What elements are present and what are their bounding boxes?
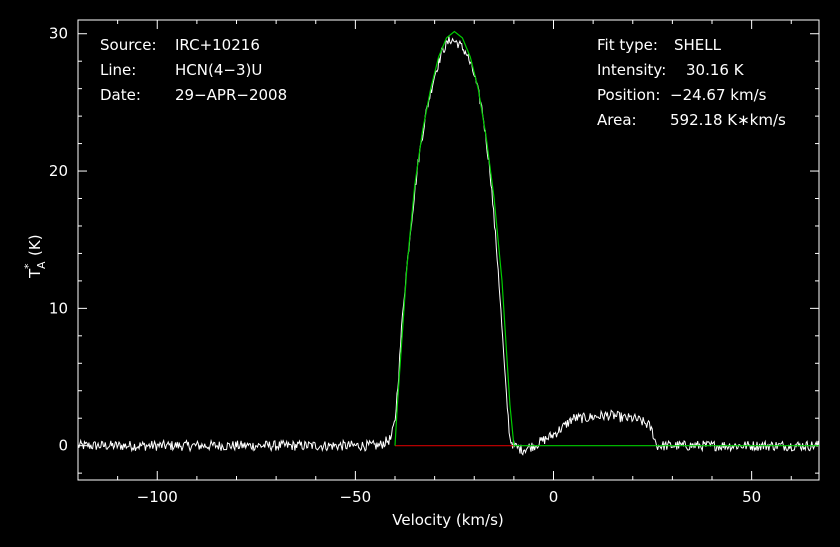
line-value: HCN(4−3)U bbox=[175, 61, 262, 79]
fit-line bbox=[394, 30, 819, 447]
position-value: −24.67 km/s bbox=[670, 86, 767, 104]
x-tick-label: 50 bbox=[742, 488, 761, 506]
y-tick-label: 10 bbox=[49, 299, 68, 317]
area-value: 592.18 K∗km/s bbox=[670, 111, 786, 129]
y-tick-label: 30 bbox=[49, 25, 68, 43]
y-tick-label: 0 bbox=[58, 437, 68, 455]
x-axis-label: Velocity (km/s) bbox=[392, 511, 503, 529]
source-value: IRC+10216 bbox=[175, 36, 260, 54]
x-tick-labels: −100 −50 0 50 bbox=[137, 488, 762, 506]
x-tick-label: −50 bbox=[340, 488, 372, 506]
y-axis-label-sup: * bbox=[22, 263, 35, 269]
y-axis-label-main: T bbox=[26, 268, 44, 279]
plot-frame bbox=[77, 19, 820, 481]
intensity-value: 30.16 K bbox=[686, 61, 745, 79]
date-value: 29−APR−2008 bbox=[175, 86, 287, 104]
x-tick-label: −100 bbox=[137, 488, 178, 506]
position-label: Position: bbox=[597, 86, 660, 104]
source-label: Source: bbox=[100, 36, 157, 54]
x-tick-label: 0 bbox=[549, 488, 559, 506]
y-axis-label-unit: (K) bbox=[26, 234, 44, 256]
y-tick-label: 20 bbox=[49, 162, 68, 180]
series-layer bbox=[77, 30, 820, 456]
axis-ticks bbox=[77, 20, 819, 480]
y-axis-label-sub: A bbox=[35, 261, 48, 269]
fit-type-value: SHELL bbox=[674, 36, 722, 54]
intensity-label: Intensity: bbox=[597, 61, 666, 79]
fit-type-label: Fit type: bbox=[597, 36, 658, 54]
date-label: Date: bbox=[100, 86, 141, 104]
line-label: Line: bbox=[100, 61, 136, 79]
area-label: Area: bbox=[597, 111, 637, 129]
y-tick-labels: 0 10 20 30 bbox=[49, 25, 68, 455]
y-axis-label: T * A (K) bbox=[22, 234, 48, 279]
